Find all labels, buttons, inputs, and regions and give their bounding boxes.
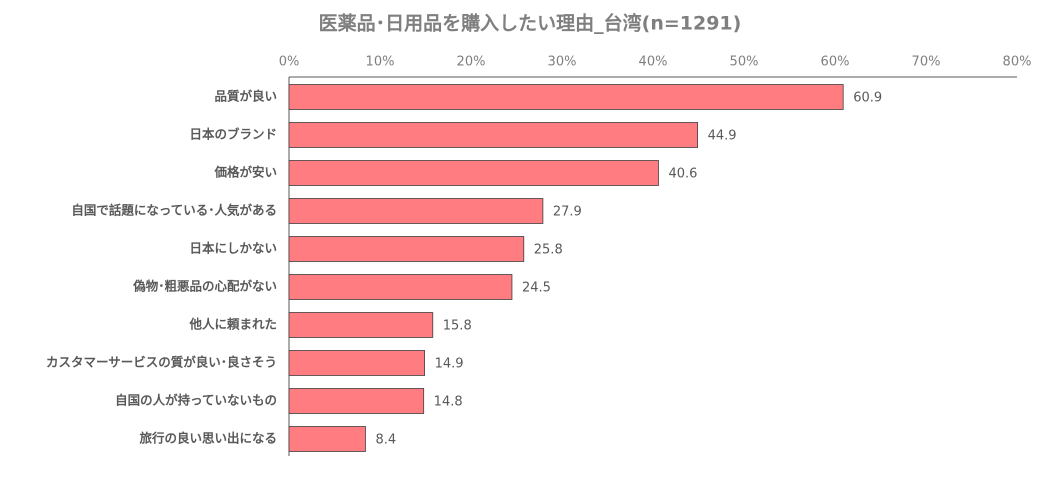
bar: [288, 350, 425, 376]
value-label: 60.9: [853, 91, 882, 106]
value-label: 14.9: [435, 357, 464, 372]
bar: [288, 122, 698, 148]
y-tick-label: 他人に頼まれた: [188, 317, 277, 332]
x-tick-label: 40%: [639, 55, 668, 70]
value-label: 44.9: [708, 129, 737, 144]
value-label: 40.6: [668, 167, 697, 182]
x-tick-label: 10%: [366, 55, 395, 70]
y-tick-label: 日本のブランド: [189, 127, 277, 142]
y-tick-label: カスタマーサービスの質が良い･良さそう: [46, 355, 277, 370]
bar: [288, 198, 544, 224]
bar: [288, 274, 513, 300]
bar: [288, 84, 844, 110]
x-tick-label: 20%: [457, 55, 486, 70]
y-tick-label: 価格が安い: [213, 165, 277, 180]
value-label: 8.4: [375, 433, 396, 448]
y-tick-label: 品質が良い: [214, 89, 277, 104]
x-tick-label: 80%: [1003, 55, 1032, 70]
y-tick-label: 自国の人が持っていないもの: [115, 393, 277, 408]
y-tick-label: 自国で話題になっている･人気がある: [71, 203, 277, 218]
x-tick-label: 50%: [730, 55, 759, 70]
value-label: 25.8: [534, 243, 563, 258]
bar: [288, 312, 434, 338]
bar: [288, 160, 659, 186]
bar: [288, 236, 525, 262]
value-label: 27.9: [553, 205, 582, 220]
bar: [288, 426, 366, 452]
x-tick-label: 70%: [912, 55, 941, 70]
value-label: 15.8: [443, 319, 472, 334]
y-tick-label: 偽物･粗悪品の心配がない: [132, 279, 277, 294]
value-label: 24.5: [522, 281, 551, 296]
x-tick-label: 60%: [821, 55, 850, 70]
y-tick-label: 日本にしかない: [189, 241, 277, 256]
x-tick-label: 30%: [548, 55, 577, 70]
value-label: 14.8: [434, 395, 463, 410]
y-tick-label: 旅行の良い思い出になる: [138, 431, 277, 446]
x-tick-label: 0%: [279, 55, 300, 70]
chart-title: 医薬品･日用品を購入したい理由_台湾(n=1291): [319, 12, 742, 35]
bar: [288, 388, 425, 414]
